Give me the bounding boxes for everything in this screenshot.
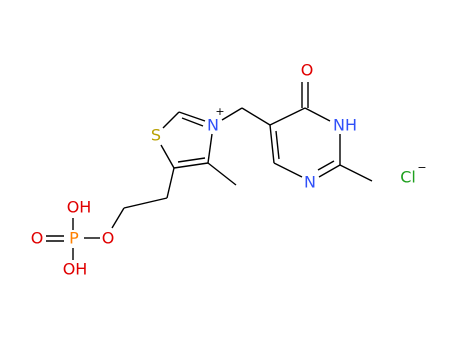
atom-label: Cl <box>400 168 416 187</box>
atom-label: OH <box>63 260 88 279</box>
atom-label: O <box>31 229 44 248</box>
atom-label: P <box>69 229 79 248</box>
atom-label: S <box>151 126 161 145</box>
atom-label: N <box>207 116 219 135</box>
atom-label: NH <box>333 116 357 135</box>
atom-labels: S N + O NH N Cl − OH O P O OH <box>31 61 427 279</box>
bonds <box>46 82 373 260</box>
atom-label: OH <box>67 198 92 217</box>
atom-label: O <box>102 229 115 248</box>
atom-charge: + <box>215 105 224 118</box>
atom-label: O <box>301 61 314 80</box>
atom-label: N <box>304 173 316 192</box>
atom-charge: − <box>417 161 426 174</box>
